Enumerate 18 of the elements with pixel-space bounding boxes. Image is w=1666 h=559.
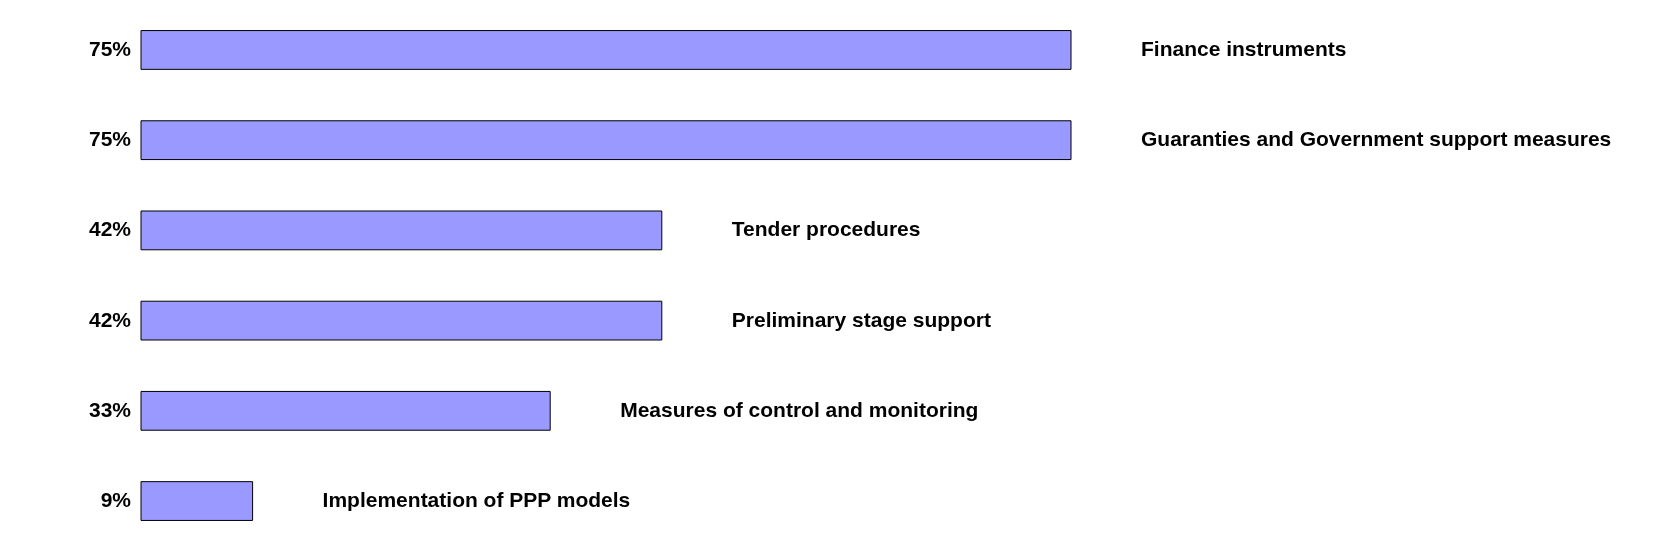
data-label: 33%: [88, 397, 132, 421]
data-label: 75%: [88, 127, 132, 151]
bar: [140, 390, 551, 431]
y-tick-label: Tender procedures: [731, 217, 921, 241]
bar: [140, 481, 254, 521]
data-label: 42%: [88, 307, 132, 331]
y-tick-label: Guaranties and Government support measures: [1141, 127, 1612, 151]
data-label: 75%: [88, 36, 132, 60]
data-label: 42%: [88, 217, 132, 241]
y-tick-label: Measures of control and monitoring: [620, 397, 979, 421]
data-label: 9%: [100, 488, 132, 512]
y-tick-label: Finance instruments: [1141, 36, 1347, 60]
bar: [140, 210, 663, 251]
bar: [140, 120, 1072, 161]
y-tick-label: Preliminary stage support: [731, 307, 991, 331]
y-tick-label: Implementation of PPP models: [322, 488, 631, 512]
bar: [140, 300, 663, 341]
bar: [140, 30, 1072, 70]
